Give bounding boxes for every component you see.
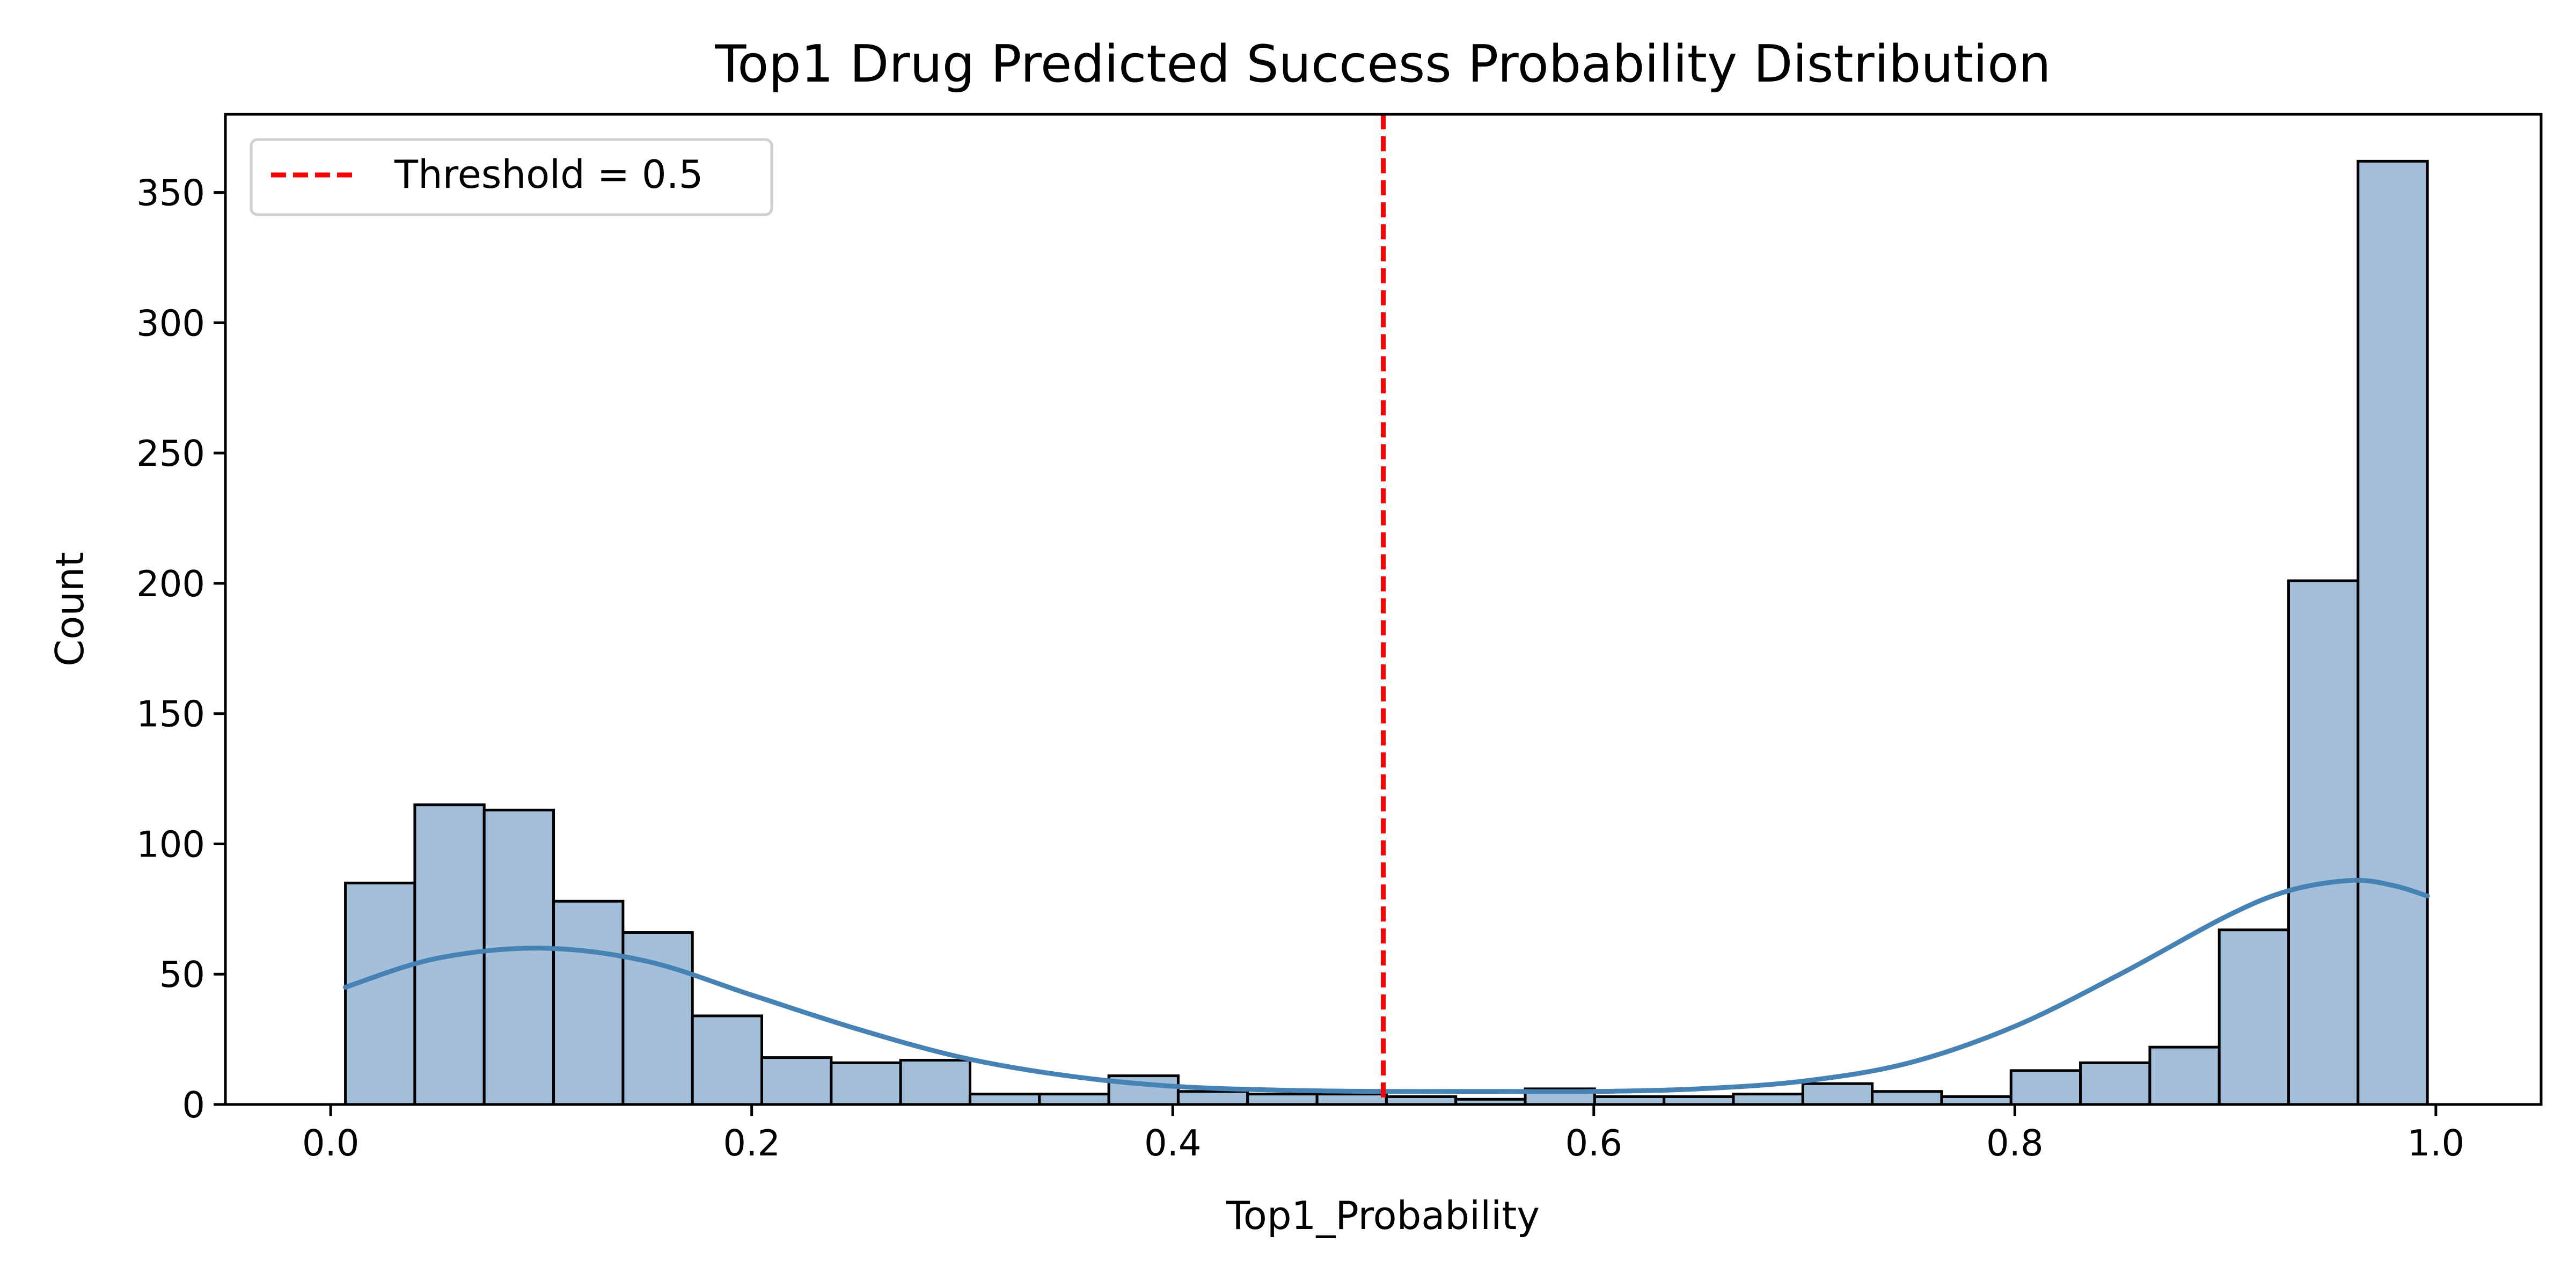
histogram-bar bbox=[2079, 1061, 2151, 1106]
histogram-bar bbox=[482, 808, 555, 1106]
histogram-bar bbox=[1801, 1082, 1874, 1106]
chart-title: Top1 Drug Predicted Success Probability … bbox=[714, 35, 2051, 94]
x-tick-label: 0.2 bbox=[723, 1122, 780, 1164]
histogram-bar bbox=[2287, 579, 2360, 1106]
histogram-bar bbox=[2148, 1045, 2221, 1106]
bars-layer bbox=[344, 159, 2429, 1106]
histogram-bar bbox=[2357, 159, 2429, 1106]
legend-box bbox=[250, 138, 773, 216]
histogram-bar bbox=[344, 881, 416, 1106]
x-tick-label: 0.6 bbox=[1565, 1122, 1622, 1164]
histogram-bar bbox=[552, 899, 625, 1106]
histogram-bar bbox=[1871, 1090, 1943, 1106]
x-tick-label: 0.0 bbox=[302, 1122, 360, 1164]
plot-frame bbox=[224, 113, 2543, 1106]
x-tick-label: 1.0 bbox=[2407, 1122, 2465, 1164]
x-tick-label: 0.4 bbox=[1144, 1122, 1202, 1164]
y-tick-label: 200 bbox=[136, 563, 205, 605]
histogram-bar bbox=[2009, 1069, 2082, 1106]
histogram-bar bbox=[1315, 1093, 1388, 1106]
y-tick-label: 100 bbox=[136, 823, 205, 865]
histogram-bar bbox=[899, 1058, 971, 1106]
histogram-bar bbox=[691, 1014, 764, 1106]
legend-threshold-label: Threshold = 0.5 bbox=[394, 152, 703, 197]
kde-layer bbox=[343, 877, 2430, 1094]
ticks-layer: 0.0 0.2 0.4 0.6 0.8 1.0 0 50 100 150 200 250 300 350 bbox=[136, 172, 2464, 1164]
histogram-bar bbox=[968, 1093, 1041, 1106]
histogram-bar bbox=[1176, 1090, 1249, 1106]
y-tick-label: 0 bbox=[182, 1084, 205, 1126]
legend: Threshold = 0.5 bbox=[250, 138, 773, 216]
y-tick-label: 300 bbox=[136, 302, 205, 344]
y-tick-label: 250 bbox=[136, 433, 205, 474]
histogram-bar bbox=[760, 1056, 833, 1106]
histogram-bar bbox=[1246, 1093, 1319, 1106]
y-tick-label: 50 bbox=[159, 954, 205, 996]
histogram-bar bbox=[1038, 1093, 1110, 1106]
kde-curve bbox=[343, 877, 2430, 1094]
y-tick-label: 150 bbox=[136, 693, 205, 735]
x-axis-label: Top1_Probability bbox=[1226, 1193, 1540, 1238]
histogram-bar bbox=[1732, 1093, 1804, 1106]
x-tick-label: 0.8 bbox=[1986, 1122, 2044, 1164]
y-tick-label: 350 bbox=[136, 172, 205, 214]
histogram-bar bbox=[2218, 928, 2290, 1106]
histogram-bar bbox=[830, 1061, 902, 1106]
axes-layer bbox=[224, 113, 2543, 1106]
y-axis-label: Count bbox=[47, 552, 92, 667]
